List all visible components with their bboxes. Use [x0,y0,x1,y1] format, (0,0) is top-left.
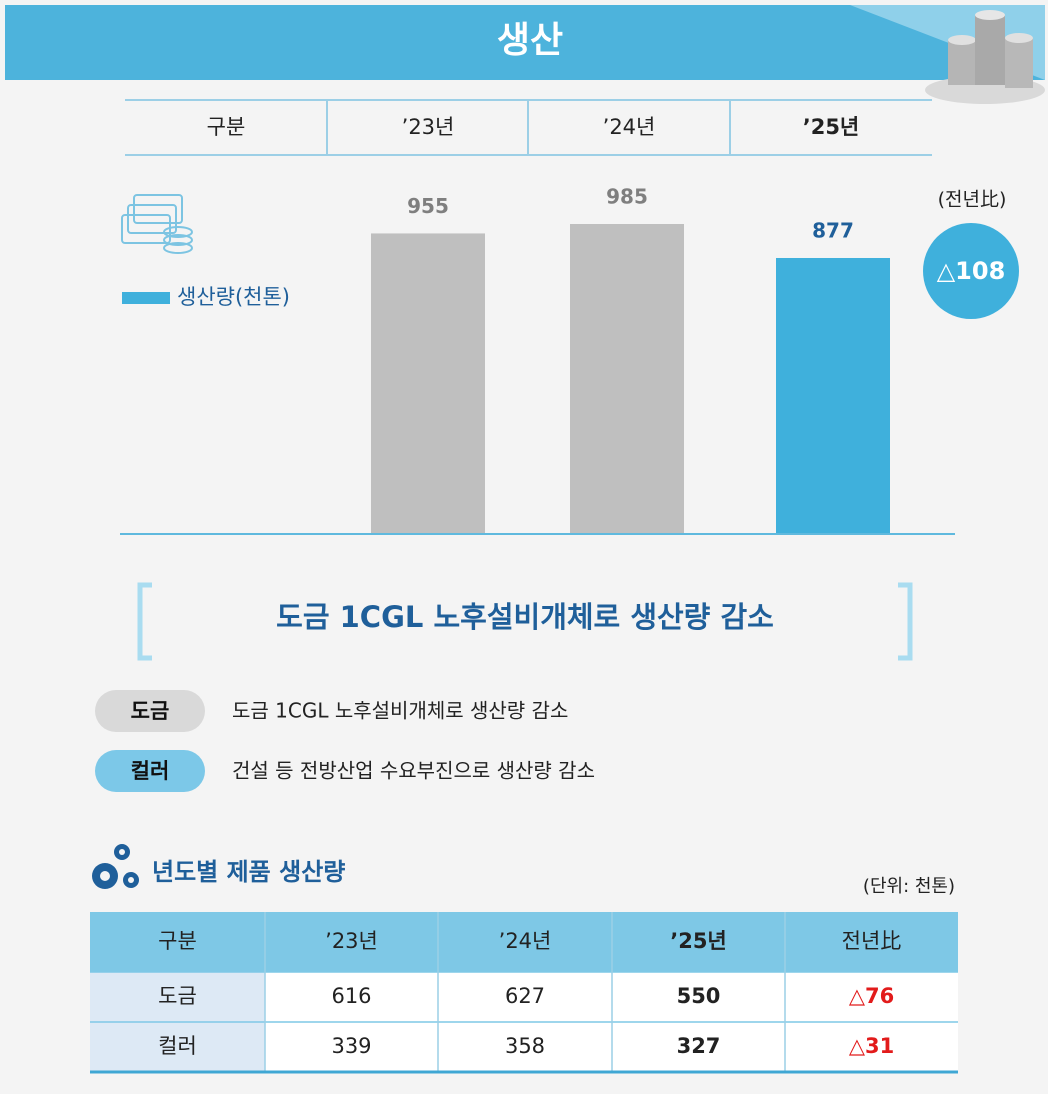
row-label-bg [90,972,265,1022]
table-cell: 358 [505,1034,545,1058]
table-header-cell: 구분 [158,929,197,953]
annotation: (전년比) [938,189,1007,211]
note-text: 도금 1CGL 노후설비개체로 생산량 감소 [232,699,568,723]
table-title: 년도별 제품 생산량 [152,858,345,886]
bar [776,257,890,534]
year-label: ’24년 [603,115,656,139]
table: 구분 ’23년 ’24년 ’25년 전년比 도금 616 627 550 △76 컬러 339 358 3… [90,912,958,1074]
change-badge [923,223,1019,319]
value-label: 877 [812,218,854,242]
table-header-cell: ’24년 [499,929,552,953]
note-tag-bg [95,690,205,732]
money-icon [121,194,193,254]
table-cell: 컬러 [158,1034,197,1058]
legend-label: 생산량(천톤) [177,285,290,309]
table-header-cell: 전년比 [842,929,902,953]
change-label: △108 [937,257,1006,285]
table-cell: 627 [505,984,545,1008]
table-header-bg [90,912,958,972]
value-label: 955 [407,194,449,218]
table-cell: △31 [849,1034,894,1058]
year-row: 구분 ’23년 ’24년 ’25년 [125,99,932,156]
table-cell: 327 [677,1034,721,1058]
page-title: 생산 [497,20,563,61]
bars: 955 985 877 [371,185,890,534]
table-header-cell: ’25년 [670,929,727,953]
table-cell: 도금 [158,984,197,1008]
table-cell: 616 [331,984,371,1008]
bar [570,224,684,534]
note-tag: 컬러 [131,759,170,783]
note-tag: 도금 [131,699,170,723]
table-header-cell: ’23년 [325,929,378,953]
gear-icon [92,844,139,889]
year-label: ’23년 [402,115,455,139]
headline: 도금 1CGL 노후설비개체로 생산량 감소 [276,600,774,634]
table-cell: 339 [331,1034,371,1058]
table-unit: (단위: 천톤) [863,876,955,897]
table-cell: 550 [677,984,721,1008]
bar [371,233,485,534]
header-band [5,5,1045,80]
row-label: 구분 [207,115,246,139]
value-label: 985 [606,185,648,209]
table-cell: △76 [849,984,894,1008]
coins-icon [925,10,1045,104]
note-text: 건설 등 전방산업 수요부진으로 생산량 감소 [232,759,595,783]
headline-brackets [137,582,913,661]
year-label: ’25년 [803,115,860,139]
row-label-bg [90,1022,265,1072]
legend-swatch [122,292,170,304]
note-tag-bg [95,750,205,792]
